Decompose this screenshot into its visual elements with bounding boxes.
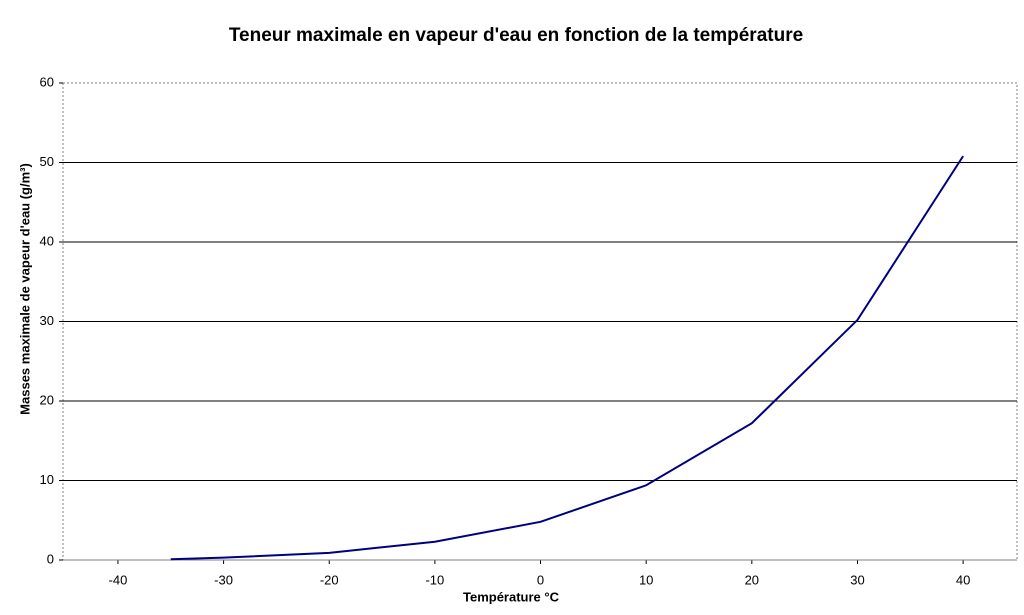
y-tick-label: 10 <box>40 472 54 487</box>
x-tick-label: -10 <box>425 572 444 587</box>
x-tick-label: -30 <box>214 572 233 587</box>
x-tick-label: 30 <box>850 572 864 587</box>
y-tick-label: 20 <box>40 392 54 407</box>
chart-title: Teneur maximale en vapeur d'eau en fonct… <box>229 25 803 46</box>
y-tick-label: 40 <box>40 233 54 248</box>
x-axis-label: Température °C <box>463 589 560 604</box>
x-tick-label: 10 <box>639 572 653 587</box>
y-tick-label: 50 <box>40 154 54 169</box>
x-tick-label: 0 <box>537 572 544 587</box>
x-tick-label: -20 <box>320 572 339 587</box>
data-line <box>170 155 964 561</box>
x-tick-label: -40 <box>109 572 128 587</box>
y-tick-label: 60 <box>40 74 54 89</box>
x-tick-label: 20 <box>745 572 759 587</box>
y-tick-label: 0 <box>47 551 54 566</box>
y-tick-label: 30 <box>40 313 54 328</box>
y-axis-label: Masses maximale de vapeur d'eau (g/m³) <box>17 163 32 415</box>
x-tick-label: 40 <box>956 572 970 587</box>
